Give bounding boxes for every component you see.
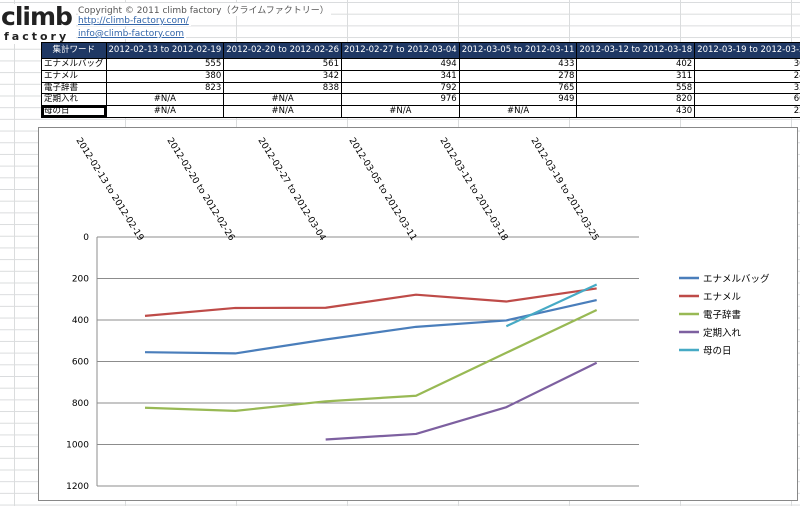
- table-row: 電子辞書 823 838 792 765 558 352: [41, 81, 800, 95]
- corner-header-cell[interactable]: 集計ワード: [41, 42, 107, 59]
- series-line: [144, 299, 597, 355]
- value-cell[interactable]: #N/A: [105, 105, 225, 118]
- value-cell[interactable]: 304: [694, 58, 800, 71]
- value-cell[interactable]: 792: [340, 81, 460, 95]
- value-cell[interactable]: 229: [694, 105, 800, 118]
- value-cell[interactable]: 433: [458, 58, 578, 71]
- legend-entry: エナメルバッグ: [703, 273, 770, 285]
- value-cell[interactable]: 311: [576, 69, 696, 83]
- x-tick-label: 2012-02-20 to 2012-02-26: [164, 136, 236, 243]
- legend-entry: 定期入れ: [703, 327, 742, 339]
- data-table: 集計ワード 2012-02-13 to 2012-02-19 2012-02-2…: [41, 42, 800, 118]
- chart-svg: 0 200 400 600 800 1000 1200 2012-02-13 to 2012-…: [66, 136, 770, 492]
- value-cell[interactable]: 341: [340, 69, 460, 83]
- row-label-cell[interactable]: 定期入れ: [41, 93, 107, 107]
- table-row: 母の日 #N/A #N/A #N/A #N/A 430 229: [41, 105, 800, 118]
- value-cell[interactable]: 606: [694, 93, 800, 107]
- y-tick-label: 0: [83, 233, 89, 243]
- column-header-cell[interactable]: 2012-02-20 to 2012-02-26: [223, 42, 342, 59]
- value-cell[interactable]: 838: [223, 81, 342, 95]
- value-cell[interactable]: 494: [340, 58, 460, 71]
- value-cell[interactable]: 820: [576, 93, 696, 107]
- value-cell[interactable]: 278: [458, 69, 578, 83]
- series-line: [505, 283, 598, 328]
- series-line: [144, 287, 597, 317]
- value-cell[interactable]: #N/A: [458, 105, 578, 118]
- table-row: 定期入れ #N/A #N/A 976 949 820 606: [41, 93, 800, 107]
- x-tick-label: 2012-03-12 to 2012-03-18: [437, 136, 509, 243]
- value-cell[interactable]: #N/A: [223, 93, 342, 107]
- y-tick-label: 400: [72, 316, 89, 326]
- value-cell[interactable]: 402: [576, 58, 696, 71]
- value-cell[interactable]: 248: [694, 69, 800, 83]
- logo-sub-text: factory: [4, 30, 70, 43]
- y-tick-label: 800: [72, 399, 89, 409]
- value-cell[interactable]: #N/A: [340, 105, 460, 118]
- value-cell[interactable]: #N/A: [105, 93, 225, 107]
- x-tick-label: 2012-02-27 to 2012-03-04: [255, 136, 327, 243]
- legend-entry: 母の日: [703, 346, 732, 357]
- column-header-cell[interactable]: 2012-03-05 to 2012-03-11: [458, 42, 578, 59]
- table-row: エナメルバッグ 555 561 494 433 402 304: [41, 58, 800, 71]
- y-tick-label: 600: [72, 358, 89, 368]
- email-address[interactable]: info@climb-factory.com: [78, 29, 185, 39]
- site-link[interactable]: http://climb-factory.com/: [78, 16, 191, 26]
- logo-main-text: climb: [1, 2, 73, 31]
- value-cell[interactable]: 558: [576, 81, 696, 95]
- column-header-cell[interactable]: 2012-03-12 to 2012-03-18: [576, 42, 696, 59]
- table-row: エナメル 380 342 341 278 311 248: [41, 69, 800, 83]
- column-header-cell[interactable]: 2012-03-19 to 2012-03-25: [694, 42, 800, 59]
- row-label-cell[interactable]: 電子辞書: [41, 81, 107, 95]
- y-tick-label: 1000: [66, 441, 89, 451]
- legend-entry: 電子辞書: [703, 309, 741, 321]
- column-header-cell[interactable]: 2012-02-27 to 2012-03-04: [340, 42, 460, 59]
- value-cell[interactable]: 561: [223, 58, 342, 71]
- column-header-cell[interactable]: 2012-02-13 to 2012-02-19: [105, 42, 225, 59]
- row-label-cell[interactable]: 母の日: [41, 105, 107, 118]
- series-line: [325, 361, 598, 441]
- y-tick-label: 200: [72, 275, 89, 285]
- value-cell[interactable]: 949: [458, 93, 578, 107]
- value-cell[interactable]: 352: [694, 81, 800, 95]
- email-link[interactable]: info@climb-factory.com: [78, 29, 187, 39]
- value-cell[interactable]: 555: [105, 58, 225, 71]
- row-label-cell[interactable]: エナメルバッグ: [41, 58, 107, 71]
- value-cell[interactable]: 380: [105, 69, 225, 83]
- x-tick-label: 2012-03-19 to 2012-03-25: [528, 136, 600, 243]
- value-cell[interactable]: 430: [576, 105, 696, 118]
- legend-entry: エナメル: [703, 292, 742, 303]
- value-cell[interactable]: 342: [223, 69, 342, 83]
- site-url[interactable]: http://climb-factory.com/: [78, 16, 189, 26]
- climb-factory-logo: climb factory: [0, 2, 76, 44]
- value-cell[interactable]: 976: [340, 93, 460, 107]
- row-label-cell[interactable]: エナメル: [41, 69, 107, 83]
- line-chart[interactable]: 0 200 400 600 800 1000 1200 2012-02-13 to 2012-…: [38, 127, 798, 501]
- copyright-text: Copyright © 2011 climb factory（クライムファクトリ…: [78, 3, 331, 16]
- x-tick-label: 2012-02-13 to 2012-02-19: [73, 136, 145, 243]
- series-line: [144, 309, 598, 412]
- x-tick-label: 2012-03-05 to 2012-03-11: [346, 136, 418, 243]
- value-cell[interactable]: 765: [458, 81, 578, 95]
- value-cell[interactable]: 823: [105, 81, 225, 95]
- table-header-row: 集計ワード 2012-02-13 to 2012-02-19 2012-02-2…: [41, 42, 800, 59]
- y-tick-label: 1200: [66, 482, 89, 492]
- value-cell[interactable]: #N/A: [223, 105, 342, 118]
